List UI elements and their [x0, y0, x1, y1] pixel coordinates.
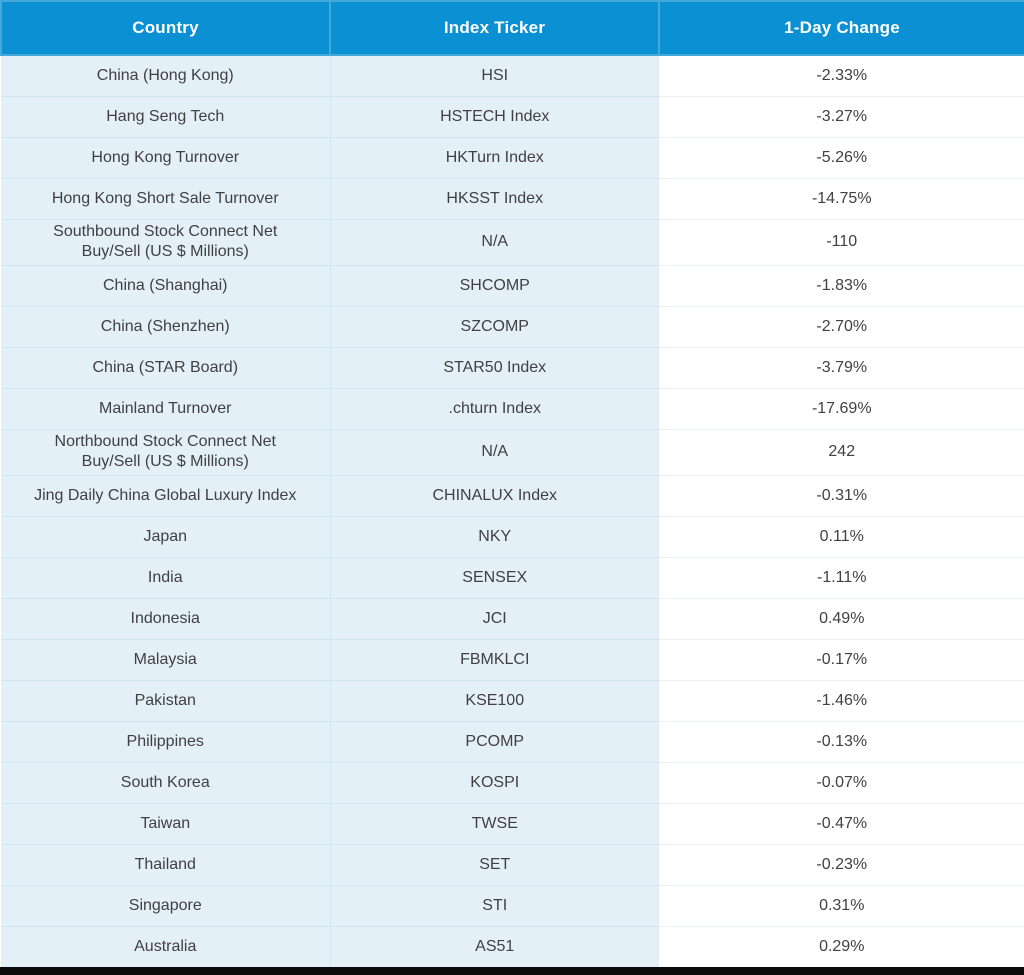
ticker-cell: HSI: [330, 55, 659, 97]
country-cell: Taiwan: [1, 802, 331, 845]
change-cell: -0.23%: [659, 843, 1024, 886]
change-cell: -17.69%: [659, 387, 1024, 430]
table-row: Hang Seng Tech HSTECH Index -3.27%: [1, 96, 1024, 138]
country-cell: Australia: [1, 925, 331, 967]
table-row: Hong Kong Turnover HKTurn Index -5.26%: [1, 137, 1024, 179]
table-row: Thailand SET -0.23%: [1, 843, 1024, 886]
ticker-cell: .chturn Index: [330, 387, 659, 430]
country-cell: Mainland Turnover: [1, 387, 331, 430]
table-row: Southbound Stock Connect Net Buy/Sell (U…: [1, 219, 1024, 266]
country-cell: China (Shanghai): [1, 264, 331, 307]
ticker-cell: JCI: [330, 597, 659, 640]
table-row: Jing Daily China Global Luxury Index CHIN…: [1, 474, 1024, 517]
ticker-cell: HKTurn Index: [330, 137, 659, 179]
table-row: South Korea KOSPI -0.07%: [1, 761, 1024, 804]
change-cell: 0.49%: [659, 597, 1024, 640]
table-row: Australia AS51 0.29%: [1, 925, 1024, 967]
ticker-cell: N/A: [330, 428, 659, 476]
change-cell: 0.29%: [659, 925, 1024, 967]
ticker-cell: FBMKLCI: [330, 638, 659, 681]
table-header: Country Index Ticker 1-Day Change: [0, 0, 1024, 56]
country-cell: Japan: [1, 515, 331, 558]
country-cell: South Korea: [1, 761, 331, 804]
ticker-cell: HSTECH Index: [330, 96, 659, 138]
change-cell: 242: [659, 428, 1024, 476]
change-cell: -0.47%: [659, 802, 1024, 845]
change-cell: -3.27%: [659, 96, 1024, 138]
ticker-cell: N/A: [330, 219, 659, 266]
change-cell: -5.26%: [659, 137, 1024, 179]
table-row: China (Shenzhen) SZCOMP -2.70%: [1, 305, 1024, 348]
change-cell: -110: [659, 219, 1024, 266]
table-row: China (STAR Board) STAR50 Index -3.79%: [1, 346, 1024, 389]
country-cell: China (Shenzhen): [1, 305, 331, 348]
ticker-cell: KSE100: [330, 679, 659, 722]
ticker-cell: STI: [330, 884, 659, 927]
change-cell: -1.46%: [659, 679, 1024, 722]
ticker-cell: TWSE: [330, 802, 659, 845]
col-header-country: Country: [0, 0, 331, 56]
change-cell: -0.31%: [659, 474, 1024, 517]
change-cell: -3.79%: [659, 346, 1024, 389]
ticker-cell: SZCOMP: [330, 305, 659, 348]
ticker-cell: PCOMP: [330, 720, 659, 763]
ticker-cell: KOSPI: [330, 761, 659, 804]
country-cell: Hong Kong Short Sale Turnover: [1, 178, 331, 220]
table-row: Mainland Turnover .chturn Index -17.69%: [1, 387, 1024, 430]
country-cell: Northbound Stock Connect Net Buy/Sell (U…: [1, 428, 331, 476]
country-cell: Southbound Stock Connect Net Buy/Sell (U…: [1, 219, 331, 266]
country-cell: Jing Daily China Global Luxury Index: [1, 474, 331, 517]
col-header-index-ticker: Index Ticker: [329, 0, 660, 56]
table-row: China (Shanghai) SHCOMP -1.83%: [1, 264, 1024, 307]
change-cell: -0.13%: [659, 720, 1024, 763]
table-row: Indonesia JCI 0.49%: [1, 597, 1024, 640]
country-cell: China (Hong Kong): [1, 55, 331, 97]
table-row: Philippines PCOMP -0.13%: [1, 720, 1024, 763]
country-cell: India: [1, 556, 331, 599]
table-body: China (Hong Kong) HSI -2.33% Hang Seng Tech…: [1, 55, 1024, 967]
ticker-cell: HKSST Index: [330, 178, 659, 220]
ticker-cell: STAR50 Index: [330, 346, 659, 389]
change-cell: -1.11%: [659, 556, 1024, 599]
ticker-cell: NKY: [330, 515, 659, 558]
change-cell: -1.83%: [659, 264, 1024, 307]
country-cell: Hang Seng Tech: [1, 96, 331, 138]
table-row: Pakistan KSE100 -1.46%: [1, 679, 1024, 722]
country-cell: Indonesia: [1, 597, 331, 640]
table-header-row: Country Index Ticker 1-Day Change: [0, 0, 1024, 56]
ticker-cell: CHINALUX Index: [330, 474, 659, 517]
ticker-cell: AS51: [330, 925, 659, 967]
change-cell: 0.31%: [659, 884, 1024, 927]
change-cell: -0.17%: [659, 638, 1024, 681]
change-cell: 0.11%: [659, 515, 1024, 558]
table-row: China (Hong Kong) HSI -2.33%: [1, 55, 1024, 97]
table-row: Taiwan TWSE -0.47%: [1, 802, 1024, 845]
country-cell: Philippines: [1, 720, 331, 763]
change-cell: -0.07%: [659, 761, 1024, 804]
change-cell: -14.75%: [659, 178, 1024, 220]
change-cell: -2.70%: [659, 305, 1024, 348]
ticker-cell: SHCOMP: [330, 264, 659, 307]
country-cell: Pakistan: [1, 679, 331, 722]
country-cell: Singapore: [1, 884, 331, 927]
table-row: India SENSEX -1.11%: [1, 556, 1024, 599]
country-cell: Thailand: [1, 843, 331, 886]
bottom-border-bar: [0, 966, 1024, 975]
table-row: Northbound Stock Connect Net Buy/Sell (U…: [1, 428, 1024, 476]
table-row: Japan NKY 0.11%: [1, 515, 1024, 558]
change-cell: -2.33%: [659, 55, 1024, 97]
country-cell: China (STAR Board): [1, 346, 331, 389]
col-header-1-day-change: 1-Day Change: [658, 0, 1024, 56]
table-row: Singapore STI 0.31%: [1, 884, 1024, 927]
ticker-cell: SENSEX: [330, 556, 659, 599]
country-cell: Hong Kong Turnover: [1, 137, 331, 179]
ticker-cell: SET: [330, 843, 659, 886]
table-row: Hong Kong Short Sale Turnover HKSST Index…: [1, 178, 1024, 220]
country-cell: Malaysia: [1, 638, 331, 681]
table-row: Malaysia FBMKLCI -0.17%: [1, 638, 1024, 681]
